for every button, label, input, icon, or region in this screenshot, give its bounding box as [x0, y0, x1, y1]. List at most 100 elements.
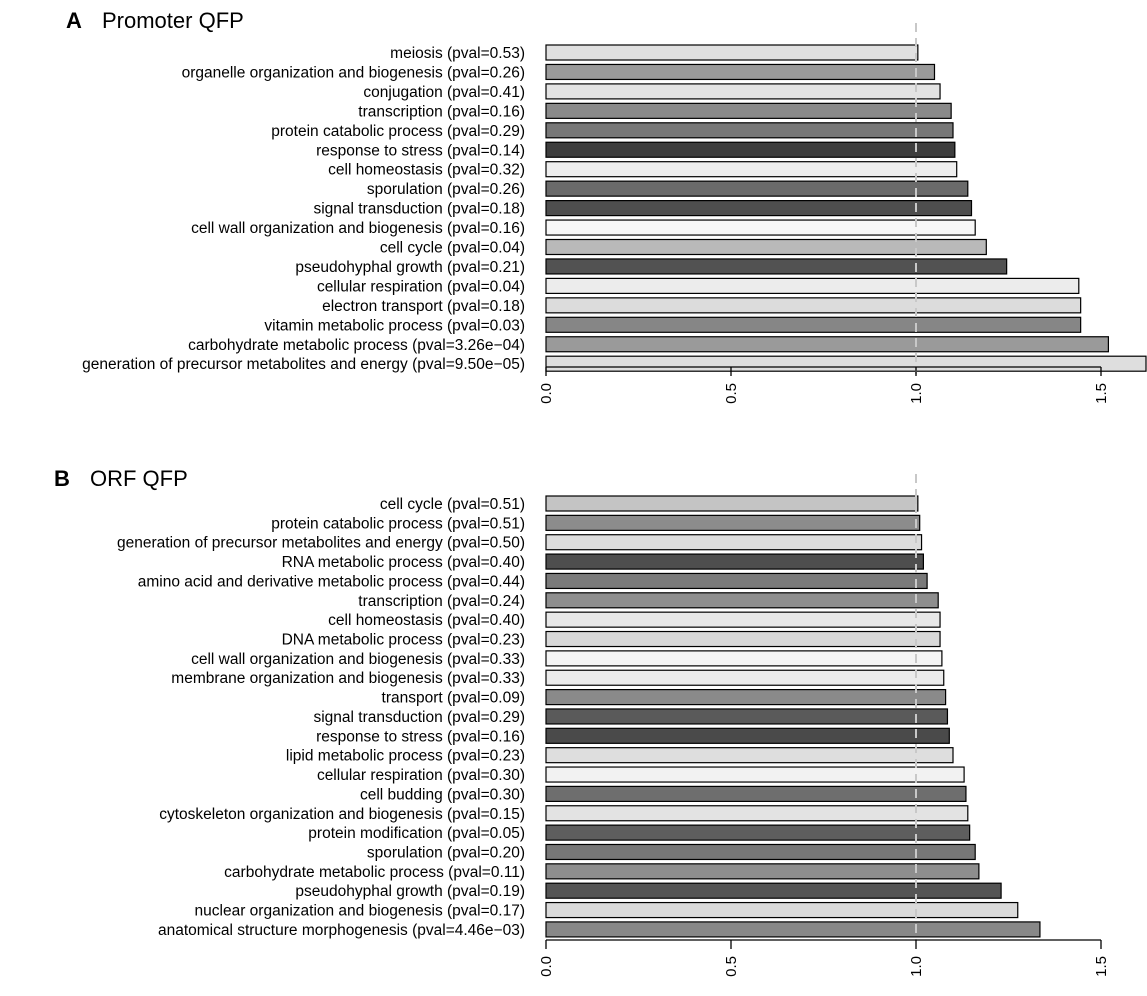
bar [545, 495, 919, 512]
bar [545, 824, 971, 841]
bar [545, 297, 1082, 314]
bar [545, 863, 980, 880]
category-label: signal transduction (pval=0.29) [313, 709, 525, 726]
panel-a-bars [545, 44, 1147, 372]
category-label: generation of precursor metabolites and … [82, 356, 525, 373]
panel-a: A Promoter QFP meiosis (pval=0.53) organe… [66, 8, 1147, 404]
category-label: pseudohyphal growth (pval=0.21) [295, 259, 525, 276]
category-label: cell budding (pval=0.30) [360, 786, 525, 803]
bar [545, 44, 919, 61]
category-label: cell cycle (pval=0.51) [380, 496, 525, 513]
category-label: amino acid and derivative metabolic proc… [138, 573, 525, 590]
panel-b: B ORF QFP cell cycle (pval=0.51) protein … [54, 466, 1110, 977]
bar [545, 688, 947, 706]
bar [545, 805, 969, 822]
category-label: protein catabolic process (pval=0.51) [271, 515, 525, 532]
bar [545, 63, 936, 81]
category-label: vitamin metabolic process (pval=0.03) [264, 317, 525, 334]
category-label: meiosis (pval=0.53) [390, 45, 525, 62]
category-label: cellular respiration (pval=0.04) [317, 278, 525, 295]
category-label: nuclear organization and biogenesis (pva… [195, 903, 525, 920]
category-label: electron transport (pval=0.18) [322, 298, 525, 315]
category-label: transcription (pval=0.24) [358, 593, 525, 610]
bar [545, 630, 941, 648]
panel-a-category-labels: meiosis (pval=0.53) organelle organizatio… [82, 45, 525, 373]
category-label: cell homeostasis (pval=0.40) [328, 612, 525, 629]
x-tick-label: 1.0 [908, 383, 925, 404]
category-label: conjugation (pval=0.41) [363, 84, 525, 101]
category-label: response to stress (pval=0.14) [316, 142, 525, 159]
bar [545, 141, 956, 158]
bar [545, 921, 1041, 938]
category-label: cell wall organization and biogenesis (p… [191, 220, 525, 237]
bar [545, 901, 1019, 919]
bar [545, 219, 976, 236]
bar [545, 258, 1008, 275]
panel-a-x-axis: 0.0 0.5 1.0 1.5 [538, 366, 1110, 404]
category-label: response to stress (pval=0.16) [316, 728, 525, 745]
bar [545, 83, 941, 100]
panel-a-letter: A [66, 8, 82, 33]
category-label: cell wall organization and biogenesis (p… [191, 651, 525, 668]
bar [545, 336, 1110, 353]
panel-b-letter: B [54, 466, 70, 491]
category-label: carbohydrate metabolic process (pval=0.1… [224, 864, 525, 881]
panel-b-category-labels: cell cycle (pval=0.51) protein catabolic … [117, 496, 525, 939]
bar [545, 102, 952, 119]
category-label: anatomical structure morphogenesis (pval… [158, 922, 525, 939]
bar [545, 747, 954, 764]
category-label: organelle organization and biogenesis (p… [182, 64, 525, 81]
category-label: protein modification (pval=0.05) [308, 825, 525, 842]
bar [545, 277, 1080, 294]
panel-a-title: Promoter QFP [102, 8, 244, 33]
category-label: sporulation (pval=0.26) [367, 181, 525, 198]
category-label: transcription (pval=0.16) [358, 103, 525, 120]
category-label: transport (pval=0.09) [382, 690, 525, 707]
bar [545, 514, 921, 531]
category-label: cellular respiration (pval=0.30) [317, 767, 525, 784]
bar [545, 161, 958, 178]
category-label: signal transduction (pval=0.18) [313, 201, 525, 218]
bar [545, 611, 941, 628]
bar [545, 200, 973, 217]
bar [545, 534, 923, 551]
category-label: generation of precursor metabolites and … [117, 535, 525, 552]
x-tick-label: 1.5 [1093, 956, 1110, 977]
bar [545, 238, 987, 256]
category-label: protein catabolic process (pval=0.29) [271, 123, 525, 140]
x-tick-label: 0.5 [723, 956, 740, 977]
bar [545, 592, 939, 609]
bar [545, 650, 943, 667]
bar [545, 553, 924, 570]
category-label: lipid metabolic process (pval=0.23) [286, 748, 525, 765]
category-label: sporulation (pval=0.20) [367, 844, 525, 861]
category-label: carbohydrate metabolic process (pval=3.2… [188, 337, 525, 354]
panel-b-bars [545, 495, 1041, 938]
bar [545, 727, 950, 744]
panel-b-x-axis: 0.0 0.5 1.0 1.5 [538, 939, 1110, 977]
x-tick-label: 0.5 [723, 383, 740, 404]
category-label: DNA metabolic process (pval=0.23) [282, 632, 525, 649]
x-tick-label: 0.0 [538, 383, 555, 404]
category-label: RNA metabolic process (pval=0.40) [282, 554, 525, 571]
bar [545, 882, 1002, 899]
bar [545, 355, 1147, 372]
panel-b-title: ORF QFP [90, 466, 188, 491]
bar [545, 122, 954, 139]
bar [545, 708, 949, 725]
bar [545, 785, 967, 803]
bar [545, 669, 945, 686]
category-label: membrane organization and biogenesis (pv… [171, 670, 525, 687]
bar [545, 572, 928, 590]
bar [545, 316, 1082, 333]
category-label: pseudohyphal growth (pval=0.19) [295, 883, 525, 900]
x-tick-label: 0.0 [538, 956, 555, 977]
category-label: cytoskeleton organization and biogenesis… [159, 806, 525, 823]
bar [545, 843, 976, 861]
bar [545, 180, 969, 197]
x-tick-label: 1.5 [1093, 383, 1110, 404]
category-label: cell homeostasis (pval=0.32) [328, 162, 525, 179]
bar [545, 766, 965, 783]
x-tick-label: 1.0 [908, 956, 925, 977]
